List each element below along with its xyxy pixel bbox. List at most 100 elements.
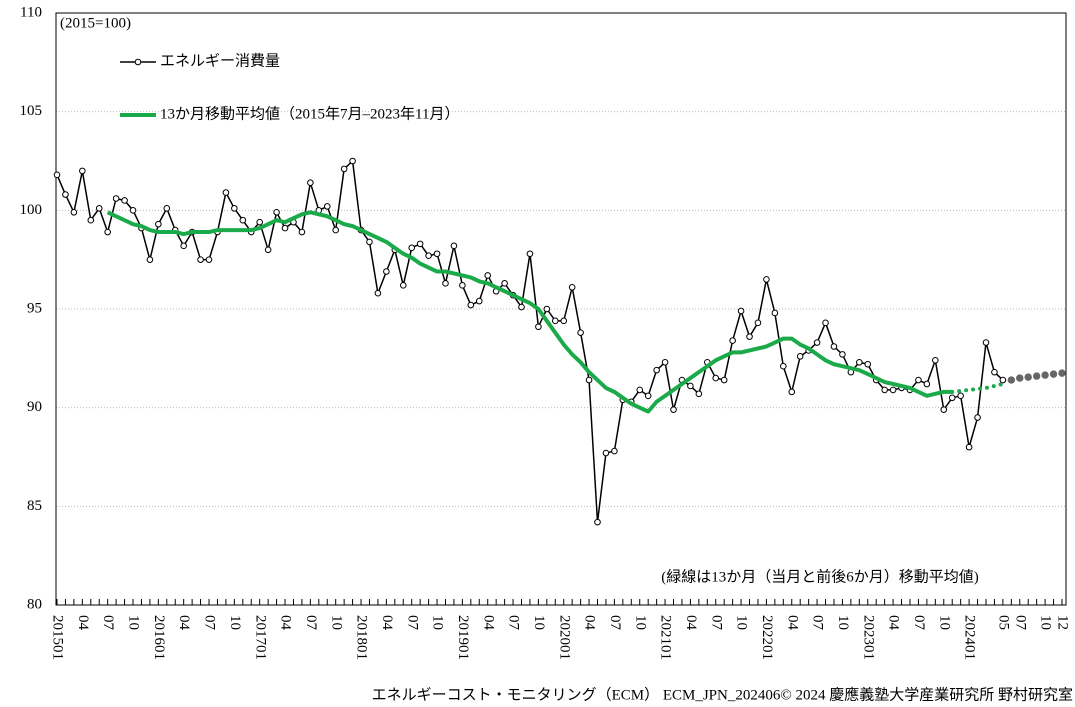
- data-point: [459, 282, 466, 289]
- series-line: [106, 210, 953, 414]
- data-point: [965, 443, 973, 451]
- data-point: [560, 317, 568, 325]
- data-point: [763, 276, 770, 283]
- x-tick-label: 202301: [860, 615, 876, 660]
- data-point: [374, 289, 382, 297]
- data-point: [1024, 373, 1032, 381]
- data-point: [366, 238, 373, 246]
- data-point: [982, 339, 990, 346]
- x-tick-label: 202101: [658, 615, 674, 660]
- data-point: [611, 447, 618, 455]
- data-point: [754, 319, 762, 327]
- series-line: [950, 381, 1005, 394]
- x-tick-label: 04: [582, 615, 598, 631]
- data-point: [577, 329, 584, 336]
- data-point: [948, 394, 956, 402]
- y-tick-label: 100: [20, 202, 43, 218]
- data-point: [695, 390, 703, 398]
- data-point: [856, 358, 863, 366]
- data-point: [957, 392, 964, 400]
- data-point: [813, 339, 821, 346]
- x-tick-label: 07: [100, 615, 116, 631]
- x-tick-label: 10: [734, 615, 750, 630]
- data-point: [332, 226, 339, 234]
- x-tick-label: 10: [936, 615, 952, 630]
- data-point: [839, 351, 846, 358]
- data-point: [340, 165, 348, 173]
- data-point: [231, 205, 238, 212]
- data-point: [197, 256, 204, 263]
- data-point: [256, 218, 263, 226]
- data-point: [129, 207, 137, 214]
- data-point: [467, 301, 475, 309]
- data-point: [95, 205, 103, 212]
- x-tick-label: 10: [531, 615, 547, 630]
- x-tick-label: 04: [75, 615, 91, 631]
- x-tick-label: 07: [708, 615, 724, 631]
- x-tick-label: 12: [1055, 615, 1071, 630]
- data-point: [940, 406, 948, 413]
- data-point: [450, 242, 458, 250]
- data-point: [121, 197, 128, 204]
- data-point: [307, 179, 314, 187]
- x-tick-label: 201501: [50, 615, 66, 660]
- data-point: [1058, 369, 1066, 377]
- data-point: [636, 386, 644, 394]
- data-point: [1007, 376, 1016, 384]
- data-point: [53, 171, 61, 179]
- data-point: [551, 317, 559, 325]
- plot-frame: [55, 12, 1067, 606]
- y-tick-label: 110: [20, 4, 42, 20]
- data-point: [146, 256, 154, 263]
- x-tick-label: 04: [784, 615, 800, 631]
- data-point: [687, 382, 694, 390]
- x-tick-label: 07: [506, 615, 522, 631]
- data-point: [585, 376, 593, 384]
- data-point: [87, 216, 95, 224]
- x-tick-label: 07: [810, 615, 826, 631]
- footer: エネルギーコスト・モニタリング（ECM） ECM_JPN_202406© 202…: [372, 685, 1073, 703]
- data-point: [408, 244, 416, 252]
- data-point: [442, 280, 449, 287]
- data-point: [746, 333, 753, 340]
- data-point: [602, 449, 610, 457]
- data-point: [568, 283, 576, 291]
- data-point: [999, 376, 1007, 384]
- x-tick-label: 201801: [354, 615, 370, 660]
- data-point: [653, 366, 660, 374]
- y-tick-label: 85: [27, 498, 42, 514]
- data-point: [399, 282, 407, 289]
- x-tick-label: 10: [632, 615, 648, 630]
- x-tick-label: 04: [683, 615, 699, 631]
- x-tick-label: 201601: [151, 615, 167, 660]
- data-point: [180, 242, 187, 250]
- data-point: [737, 307, 745, 315]
- data-point: [70, 209, 78, 216]
- data-point: [163, 205, 171, 212]
- data-point: [932, 357, 939, 364]
- data-point: [62, 191, 69, 198]
- x-tick-label: 07: [607, 615, 623, 631]
- data-point: [1032, 372, 1041, 380]
- data-point: [281, 224, 289, 232]
- data-point: [822, 319, 829, 327]
- data-point: [830, 343, 838, 350]
- x-tick-label: 04: [480, 615, 496, 631]
- x-tick-label: 201901: [455, 615, 471, 660]
- x-tick-label: 202401: [962, 615, 978, 660]
- x-tick-label: 10: [328, 615, 344, 630]
- data-point: [543, 305, 551, 313]
- series-line: [56, 160, 1004, 523]
- data-point: [661, 358, 669, 366]
- data-point: [788, 388, 796, 396]
- data-point: [273, 209, 280, 216]
- data-point: [670, 406, 677, 413]
- subtitle: (2015=100): [60, 15, 131, 31]
- x-tick-label: 10: [126, 615, 142, 630]
- data-point: [416, 240, 424, 248]
- data-point: [323, 203, 331, 210]
- data-point: [915, 376, 922, 384]
- x-tick-label: 04: [886, 615, 902, 631]
- data-point: [222, 189, 230, 196]
